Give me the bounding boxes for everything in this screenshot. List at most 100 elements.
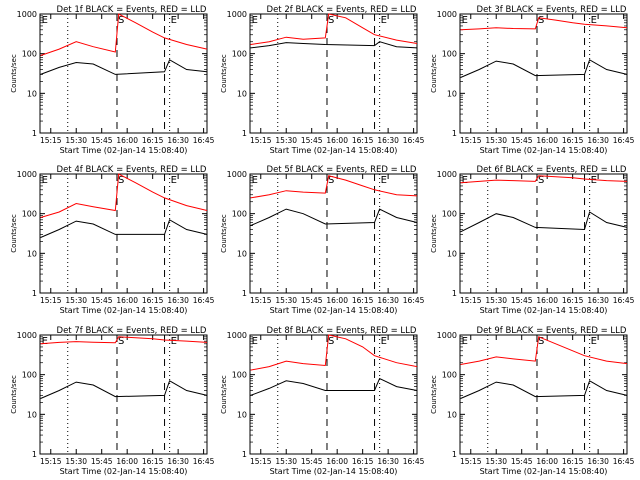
x-axis-label: Start Time (02-Jan-14 15:08:40) (270, 467, 398, 476)
y-tick-label: 100 (442, 371, 457, 380)
y-tick-label: 100 (442, 50, 457, 59)
event-marker: S (538, 175, 544, 186)
y-tick-label: 10 (237, 410, 247, 419)
x-tick-label: 16:45 (193, 457, 215, 466)
x-tick-label: 15:15 (250, 136, 272, 145)
x-axis-label: Start Time (02-Jan-14 15:08:40) (480, 467, 608, 476)
panel-det-7: Det 7f BLACK = Events, RED = LLD 1 10 100 10… (10, 326, 215, 476)
x-tick-label: 15:45 (301, 457, 323, 466)
x-tick-label: 16:15 (562, 457, 584, 466)
y-tick-label: 1 (242, 450, 247, 459)
panel-det-3: Det 3f BLACK = Events, RED = LLD 1 10 100 10… (430, 5, 635, 155)
x-tick-label: 16:45 (613, 457, 635, 466)
panel-det-6: Det 6f BLACK = Events, RED = LLD 1 10 100 10… (430, 165, 635, 315)
x-tick-label: 15:45 (91, 296, 113, 305)
y-axis-label: Counts/sec (220, 54, 228, 93)
series-line-lld (250, 175, 418, 199)
panel-det-4: Det 4f BLACK = Events, RED = LLD 1 10 100 10… (10, 165, 215, 315)
event-marker: S (328, 336, 334, 347)
series-line-lld (460, 175, 628, 184)
x-tick-label: 15:45 (511, 296, 533, 305)
event-marker: S (118, 336, 124, 347)
y-tick-label: 100 (232, 210, 247, 219)
x-tick-label: 15:15 (40, 296, 62, 305)
plot-frame (249, 13, 418, 134)
event-marker: E (462, 336, 468, 347)
event-marker: E (381, 336, 387, 347)
plot-frame (459, 173, 628, 294)
x-axis-label: Start Time (02-Jan-14 15:08:40) (480, 146, 608, 155)
x-tick-label: 16:15 (352, 296, 374, 305)
y-tick-label: 10 (27, 410, 37, 419)
event-marker: E (252, 175, 258, 186)
x-tick-label: 16:45 (193, 136, 215, 145)
x-tick-label: 15:30 (485, 296, 507, 305)
x-tick-label: 15:15 (250, 457, 272, 466)
x-tick-label: 16:00 (536, 296, 558, 305)
x-axis-label: Start Time (02-Jan-14 15:08:40) (480, 306, 608, 315)
x-tick-label: 16:15 (352, 136, 374, 145)
x-tick-label: 15:30 (275, 136, 297, 145)
x-tick-label: 15:45 (301, 296, 323, 305)
plot-frame (459, 334, 628, 455)
y-tick-label: 1 (32, 289, 37, 298)
panel-title: Det 6f BLACK = Events, RED = LLD (477, 165, 627, 175)
x-axis-label: Start Time (02-Jan-14 15:08:40) (60, 467, 188, 476)
y-tick-label: 10 (447, 89, 457, 98)
series-line-events (250, 377, 418, 396)
x-tick-label: 16:30 (587, 457, 609, 466)
y-tick-label: 1000 (437, 170, 457, 179)
series-line-events (40, 380, 208, 399)
event-marker: E (381, 15, 387, 26)
panel-title: Det 5f BLACK = Events, RED = LLD (267, 165, 417, 175)
x-axis-label: Start Time (02-Jan-14 15:08:40) (60, 306, 188, 315)
series-line-lld (460, 17, 628, 31)
x-axis-label: Start Time (02-Jan-14 15:08:40) (270, 306, 398, 315)
series-line-lld (250, 13, 418, 45)
event-marker: E (42, 15, 48, 26)
y-tick-label: 10 (27, 249, 37, 258)
event-marker: E (462, 175, 468, 186)
x-tick-label: 15:15 (40, 136, 62, 145)
x-tick-label: 15:45 (511, 136, 533, 145)
x-tick-label: 16:15 (142, 136, 164, 145)
x-tick-label: 15:15 (460, 136, 482, 145)
y-tick-label: 100 (22, 371, 37, 380)
event-marker: E (252, 336, 258, 347)
series-line-lld (40, 13, 208, 56)
x-tick-label: 15:30 (485, 457, 507, 466)
x-tick-label: 15:30 (275, 457, 297, 466)
event-marker: E (591, 175, 597, 186)
series-line-events (250, 41, 418, 49)
x-tick-label: 16:45 (403, 457, 425, 466)
y-tick-label: 100 (22, 210, 37, 219)
event-marker: S (118, 175, 124, 186)
panel-det-9: Det 9f BLACK = Events, RED = LLD 1 10 100 10… (430, 326, 635, 476)
event-marker: E (171, 175, 177, 186)
event-marker: E (381, 175, 387, 186)
y-tick-label: 1 (452, 450, 457, 459)
y-tick-label: 1000 (227, 331, 247, 340)
y-tick-label: 1 (452, 289, 457, 298)
panel-det-2: Det 2f BLACK = Events, RED = LLD 1 10 100 10… (220, 5, 425, 155)
x-tick-label: 15:45 (91, 457, 113, 466)
x-tick-label: 16:00 (116, 457, 138, 466)
series-line-lld (40, 173, 208, 218)
x-tick-label: 16:15 (142, 296, 164, 305)
x-tick-label: 16:00 (116, 296, 138, 305)
panel-title: Det 2f BLACK = Events, RED = LLD (267, 5, 417, 15)
plot-frame (39, 334, 208, 455)
y-axis-label: Counts/sec (220, 375, 228, 414)
event-marker: E (462, 15, 468, 26)
y-tick-label: 10 (447, 249, 457, 258)
series-line-lld (250, 334, 418, 371)
x-tick-label: 16:30 (377, 296, 399, 305)
y-axis-label: Counts/sec (430, 214, 438, 253)
panel-title: Det 3f BLACK = Events, RED = LLD (477, 5, 627, 15)
y-tick-label: 10 (237, 89, 247, 98)
event-marker: E (42, 336, 48, 347)
event-marker: S (538, 15, 544, 26)
x-tick-label: 16:00 (536, 457, 558, 466)
y-tick-label: 1000 (227, 170, 247, 179)
plot-frame (249, 334, 418, 455)
